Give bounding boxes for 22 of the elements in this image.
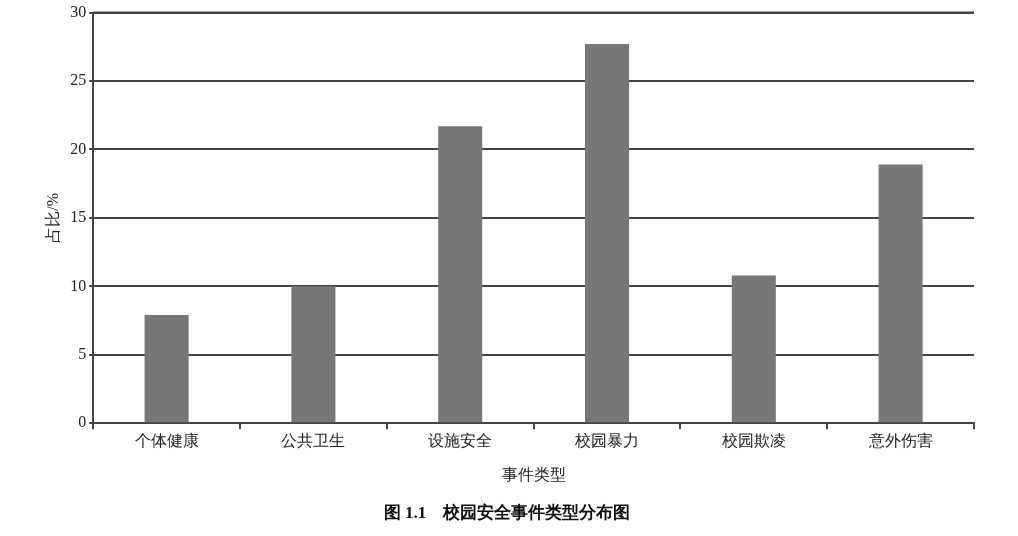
y-axis-title: 占比/% [43,193,61,243]
y-tick-label: 15 [70,208,87,226]
text: 图 1.1 校园安全事件类型分布图 [383,503,631,523]
y-tick-label: 0 [78,413,87,431]
x-tick-label: 校园欺凌 [720,432,786,449]
y-tick-label: 5 [78,344,87,362]
bar [438,126,483,423]
y-tick-label: 25 [70,71,87,89]
bar [731,275,776,423]
x-tick-label: 个体健康 [134,432,199,449]
y-tick-label: 10 [70,276,87,294]
bar [878,164,923,423]
bar [144,315,189,423]
x-tick-label: 公共卫生 [281,432,346,449]
bar [291,286,336,423]
x-tick-label: 意外伤害 [867,432,933,449]
x-tick-label: 设施安全 [428,432,493,449]
y-tick-label: 20 [70,139,87,157]
bar [584,44,630,423]
x-tick-label: 校园暴力 [574,432,639,449]
y-tick-label: 30 [70,2,87,20]
x-axis-title: 事件类型 [501,466,566,484]
